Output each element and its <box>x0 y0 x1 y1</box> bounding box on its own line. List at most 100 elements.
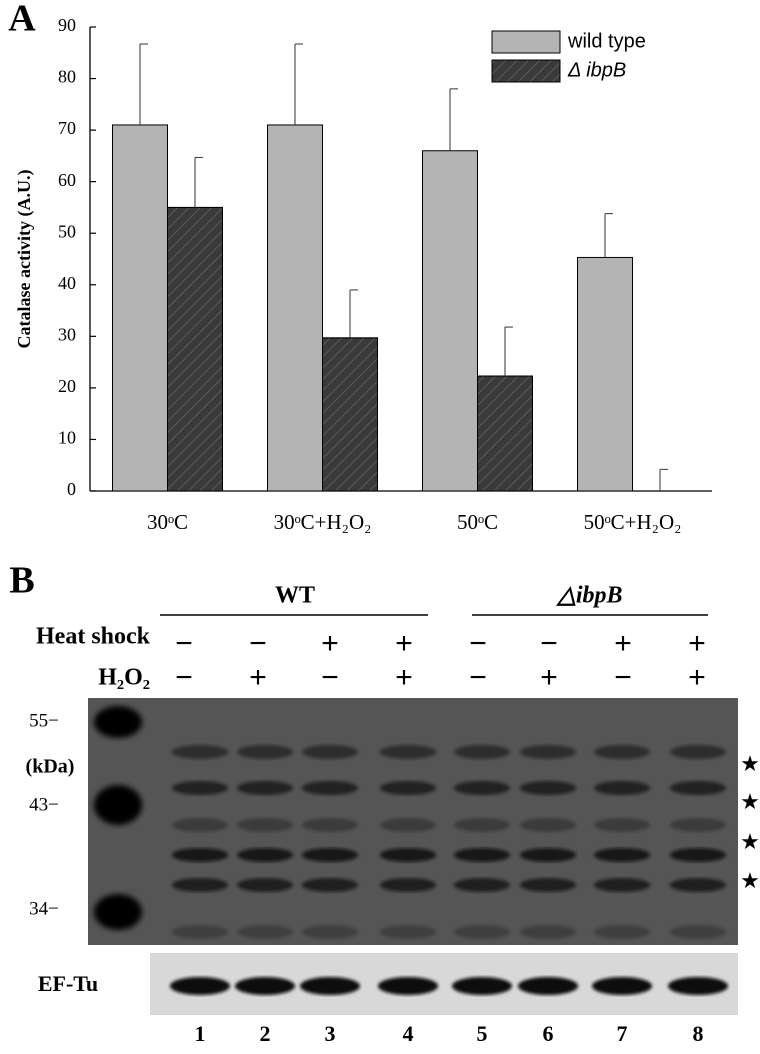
protein-band <box>380 781 436 795</box>
protein-band <box>670 848 726 862</box>
sign: − <box>175 661 193 694</box>
sign: + <box>321 627 339 660</box>
legend-swatch <box>491 30 561 54</box>
marker-band <box>94 785 142 825</box>
protein-band <box>302 925 358 939</box>
bar-hatch <box>322 337 378 492</box>
protein-band <box>172 745 228 759</box>
protein-band <box>454 878 510 892</box>
y-tick-label: 90 <box>58 15 76 35</box>
row-label: Heat shock <box>36 624 151 650</box>
sign: + <box>688 627 706 660</box>
lane-number: 2 <box>260 1021 271 1046</box>
protein-band <box>380 818 436 832</box>
protein-band <box>237 878 293 892</box>
y-tick-label: 80 <box>58 67 76 87</box>
protein-band <box>520 818 576 832</box>
sign: + <box>395 661 413 694</box>
marker-label: 55− <box>29 710 59 731</box>
star: ★ <box>740 751 760 776</box>
protein-band <box>454 781 510 795</box>
marker-label: 43− <box>29 794 59 815</box>
protein-band <box>670 878 726 892</box>
loading-band <box>235 977 295 995</box>
protein-band <box>172 878 228 892</box>
sign: − <box>469 627 487 660</box>
loading-band <box>592 977 652 995</box>
protein-band <box>172 818 228 832</box>
y-axis-label: Catalase activity (A.U.) <box>14 170 35 349</box>
bar-hatch <box>167 206 223 492</box>
sign: + <box>540 661 558 694</box>
protein-band <box>302 745 358 759</box>
protein-band <box>594 878 650 892</box>
protein-band <box>594 818 650 832</box>
protein-band <box>302 848 358 862</box>
panel-label: B <box>9 560 34 602</box>
protein-band <box>237 745 293 759</box>
protein-band <box>237 818 293 832</box>
sign: − <box>540 627 558 660</box>
y-tick-label: 30 <box>58 324 76 344</box>
loading-band <box>300 977 360 995</box>
protein-band <box>454 925 510 939</box>
protein-band <box>302 818 358 832</box>
protein-band <box>594 781 650 795</box>
y-tick-label: 70 <box>58 118 76 138</box>
y-tick-label: 50 <box>58 221 76 241</box>
plot: 0 10 20 30 40 50 60 70 80 90 30ᵒC 30ᵒC+H₂O₂ 50ᵒC 50ᵒC… <box>58 15 681 534</box>
x-tick-label: 50ᵒC <box>457 510 498 534</box>
loading-band <box>668 977 728 995</box>
marker-band <box>94 706 142 738</box>
sign: + <box>614 627 632 660</box>
lane-number: 8 <box>693 1021 704 1046</box>
protein-band <box>670 925 726 939</box>
bar <box>422 150 478 492</box>
star: ★ <box>740 829 760 854</box>
protein-band <box>380 848 436 862</box>
lane-number: 6 <box>543 1021 554 1046</box>
protein-band <box>172 848 228 862</box>
group-label: WT <box>275 583 315 609</box>
protein-band <box>237 848 293 862</box>
bar <box>577 256 633 492</box>
protein-band <box>520 878 576 892</box>
marker-label: (kDa) <box>26 756 75 778</box>
y-tick-label: 0 <box>67 479 76 499</box>
legend-hatch <box>491 59 561 83</box>
protein-band <box>302 878 358 892</box>
sign: − <box>249 627 267 660</box>
protein-band <box>454 745 510 759</box>
protein-band <box>594 745 650 759</box>
loading-band <box>170 977 230 995</box>
protein-band <box>670 818 726 832</box>
x-tick-label: 30ᵒC <box>147 510 188 534</box>
protein-band <box>454 848 510 862</box>
loading-label: EF-Tu <box>38 971 98 996</box>
protein-band <box>237 781 293 795</box>
marker-band <box>94 894 142 930</box>
protein-band <box>670 781 726 795</box>
bar-hatch <box>477 375 533 492</box>
protein-band <box>302 781 358 795</box>
blot-panel: B WT △ibpB Heat shock H₂O₂ EF-Tu − − + + − − +… <box>9 560 760 1046</box>
row-label: H₂O₂ <box>98 665 150 691</box>
lane-number: 4 <box>403 1021 414 1046</box>
sign: − <box>321 661 339 694</box>
protein-band <box>237 925 293 939</box>
sign: − <box>469 661 487 694</box>
loading-band <box>452 977 512 995</box>
loading-band <box>518 977 578 995</box>
panel-label: A <box>8 0 36 40</box>
lane-number: 1 <box>195 1021 206 1046</box>
protein-band <box>520 745 576 759</box>
protein-band <box>520 781 576 795</box>
protein-band <box>520 848 576 862</box>
sign: + <box>395 627 413 660</box>
bar <box>112 124 168 492</box>
sign: − <box>614 661 632 694</box>
star: ★ <box>740 868 760 893</box>
bar <box>267 124 323 492</box>
protein-band <box>172 925 228 939</box>
